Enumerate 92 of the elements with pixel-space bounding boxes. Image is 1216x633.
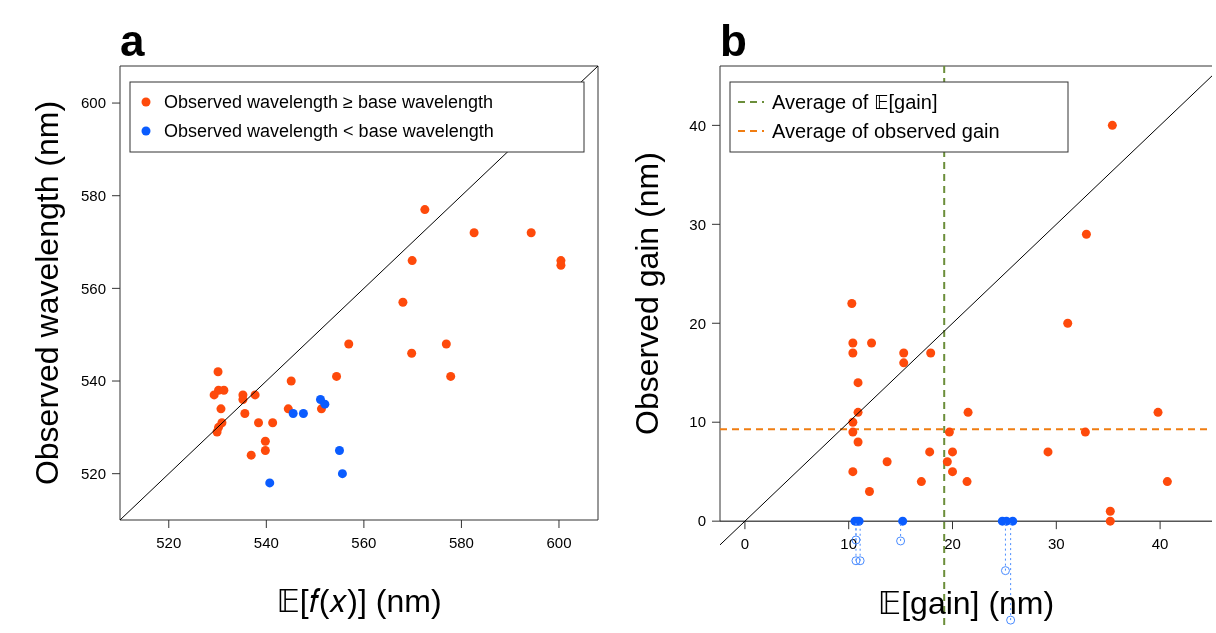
y-tick-label: 580 — [80, 186, 106, 204]
x-tick-label: 600 — [546, 534, 572, 551]
point — [848, 467, 858, 477]
x-tick-label: 580 — [448, 534, 474, 551]
point — [962, 477, 972, 487]
point — [246, 450, 256, 460]
point — [213, 367, 223, 377]
point — [288, 408, 298, 418]
chart-title: b — [720, 16, 747, 65]
x-tick-label: 540 — [253, 534, 279, 551]
y-tick-label: 540 — [80, 372, 106, 390]
point — [848, 338, 858, 348]
point — [963, 407, 973, 417]
point — [899, 348, 909, 358]
point — [942, 457, 952, 467]
point — [1105, 516, 1115, 526]
x-tick-label: 520 — [156, 534, 182, 551]
point — [334, 446, 344, 456]
point — [1043, 447, 1053, 457]
point — [1162, 477, 1172, 487]
y-tick-label: 30 — [689, 215, 706, 233]
point — [407, 348, 417, 358]
y-tick-label: 560 — [80, 279, 106, 297]
legend-label: Observed wavelength < base wavelength — [164, 121, 494, 142]
point — [298, 408, 308, 418]
x-axis-title: 𝔼[𝑓(𝑥)] (nm) — [276, 583, 442, 619]
chart-title: a — [120, 16, 145, 65]
legend-label: Observed wavelength ≥ base wavelength — [164, 92, 494, 113]
point — [899, 358, 909, 368]
point — [407, 256, 417, 266]
point — [526, 228, 536, 238]
x-tick-label: 0 — [740, 535, 750, 553]
point — [1153, 407, 1163, 417]
point — [441, 339, 451, 349]
y-axis-title: Observed gain (nm) — [629, 152, 665, 435]
y-tick-label: 40 — [689, 116, 706, 134]
point — [848, 427, 858, 437]
point — [916, 477, 926, 487]
point — [337, 469, 347, 479]
point — [925, 447, 935, 457]
x-tick-label: 20 — [944, 535, 961, 553]
point — [446, 371, 456, 381]
point — [332, 371, 342, 381]
x-tick-label: 10 — [840, 535, 858, 553]
point — [926, 348, 936, 358]
point — [1080, 427, 1090, 437]
point — [265, 478, 275, 488]
x-tick-label: 560 — [351, 534, 377, 551]
point — [286, 376, 296, 386]
x-axis-title: 𝔼[gain] (nm) — [877, 585, 1055, 622]
point — [1000, 566, 1010, 576]
point — [853, 437, 863, 447]
point — [896, 536, 906, 546]
point — [944, 427, 954, 437]
point — [344, 339, 354, 349]
x-tick-label: 30 — [1047, 535, 1065, 553]
point — [398, 297, 408, 307]
point — [847, 298, 857, 308]
point — [268, 418, 278, 428]
point — [1008, 516, 1018, 526]
point — [867, 338, 877, 348]
legend-label: Average of observed gain — [772, 120, 1000, 142]
x-tick-label: 40 — [1151, 535, 1169, 553]
point — [898, 516, 908, 526]
point — [1081, 229, 1091, 239]
y-tick-label: 10 — [689, 413, 706, 431]
y-tick-label: 520 — [80, 464, 106, 482]
point — [1107, 120, 1117, 130]
point — [1063, 318, 1073, 328]
point — [209, 390, 219, 400]
point — [420, 205, 430, 215]
y-tick-label: 600 — [80, 94, 106, 112]
point — [260, 446, 270, 456]
point — [882, 457, 892, 467]
point — [851, 556, 861, 566]
point — [1105, 506, 1115, 516]
point — [864, 486, 874, 496]
point — [260, 436, 270, 446]
point — [320, 399, 330, 409]
point — [216, 404, 226, 414]
point — [469, 228, 479, 238]
point — [855, 556, 865, 566]
point — [948, 467, 958, 477]
point — [848, 348, 858, 358]
y-tick-label: 0 — [697, 512, 706, 530]
y-tick-label: 20 — [689, 314, 706, 332]
point — [254, 418, 264, 428]
y-axis-title: Observed wavelength (nm) — [29, 100, 65, 486]
point — [240, 408, 250, 418]
point — [948, 447, 958, 457]
ref-line-label: Average of 𝔼[gain] — [772, 91, 938, 113]
point — [853, 378, 863, 388]
